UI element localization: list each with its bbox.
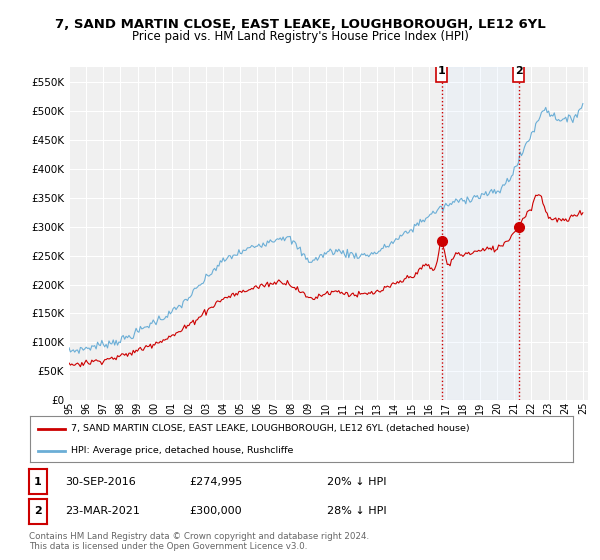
Text: 28% ↓ HPI: 28% ↓ HPI [327, 506, 386, 516]
Text: 2: 2 [34, 506, 41, 516]
Text: HPI: Average price, detached house, Rushcliffe: HPI: Average price, detached house, Rush… [71, 446, 293, 455]
Text: 23-MAR-2021: 23-MAR-2021 [65, 506, 140, 516]
Text: 2: 2 [515, 66, 523, 76]
FancyBboxPatch shape [436, 59, 446, 82]
Text: 7, SAND MARTIN CLOSE, EAST LEAKE, LOUGHBOROUGH, LE12 6YL: 7, SAND MARTIN CLOSE, EAST LEAKE, LOUGHB… [55, 18, 545, 31]
Text: 1: 1 [437, 66, 445, 76]
Text: £300,000: £300,000 [189, 506, 242, 516]
Text: 20% ↓ HPI: 20% ↓ HPI [327, 477, 386, 487]
Text: Contains HM Land Registry data © Crown copyright and database right 2024.
This d: Contains HM Land Registry data © Crown c… [29, 532, 369, 552]
Bar [442, 67, 518, 400]
Text: 30-SEP-2016: 30-SEP-2016 [65, 477, 136, 487]
Text: £274,995: £274,995 [189, 477, 242, 487]
FancyBboxPatch shape [514, 59, 524, 82]
Text: 7, SAND MARTIN CLOSE, EAST LEAKE, LOUGHBOROUGH, LE12 6YL (detached house): 7, SAND MARTIN CLOSE, EAST LEAKE, LOUGHB… [71, 424, 469, 433]
Text: Price paid vs. HM Land Registry's House Price Index (HPI): Price paid vs. HM Land Registry's House … [131, 30, 469, 43]
Text: 1: 1 [34, 477, 41, 487]
